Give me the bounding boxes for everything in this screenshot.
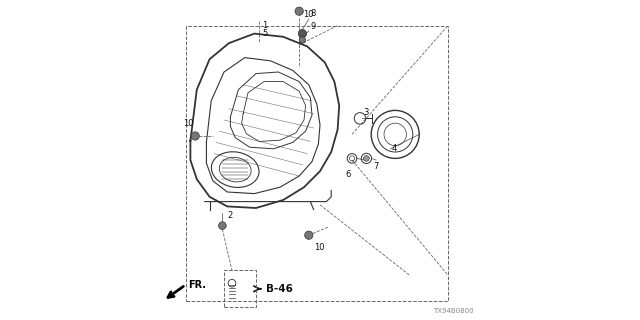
Bar — [224, 270, 256, 307]
Text: 3: 3 — [364, 108, 369, 117]
Circle shape — [219, 222, 227, 229]
Text: 5: 5 — [262, 29, 268, 38]
Text: 7: 7 — [372, 162, 378, 171]
Text: 1: 1 — [262, 21, 268, 30]
Circle shape — [300, 37, 306, 43]
Circle shape — [364, 156, 369, 161]
Text: 6: 6 — [346, 170, 351, 179]
Text: 8: 8 — [310, 9, 316, 18]
Text: 10: 10 — [303, 10, 314, 19]
Text: FR.: FR. — [188, 280, 206, 291]
Circle shape — [298, 29, 307, 38]
Text: 10: 10 — [314, 243, 324, 252]
Text: 2: 2 — [227, 212, 232, 220]
Circle shape — [191, 132, 200, 140]
Text: 9: 9 — [310, 22, 316, 31]
Text: 4: 4 — [392, 144, 397, 153]
Circle shape — [295, 7, 303, 15]
Circle shape — [305, 231, 313, 239]
Text: 10: 10 — [184, 119, 194, 128]
Text: TX94B0800: TX94B0800 — [433, 308, 474, 314]
Bar — [186, 26, 448, 301]
Text: B-46: B-46 — [266, 284, 293, 294]
